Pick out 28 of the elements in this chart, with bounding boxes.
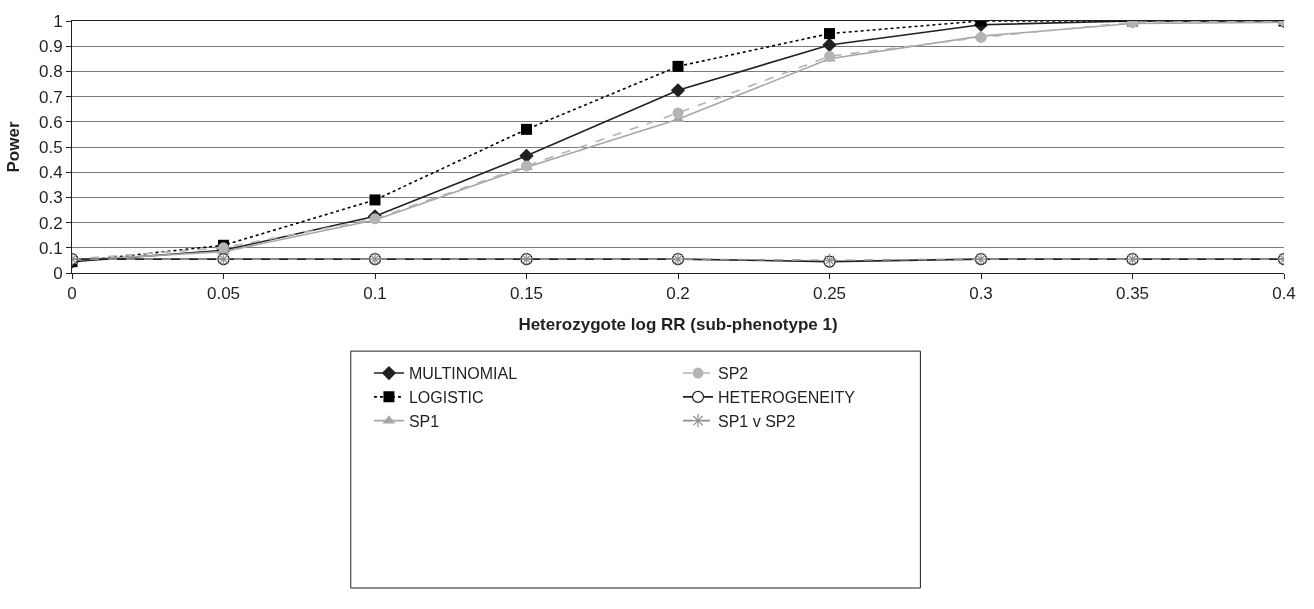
y-tick-label: 0.3	[38, 188, 63, 208]
y-tick-label: 0	[53, 263, 63, 283]
y-tick-label: 0.7	[38, 87, 63, 107]
y-tick-label: 1	[53, 11, 63, 31]
y-tick-label: 0.2	[38, 213, 63, 233]
x-tick-label: 0.25	[812, 284, 847, 304]
x-axis-title: Heterozygote log RR (sub-phenotype 1)	[518, 314, 838, 334]
x-tick-label: 0.05	[206, 284, 241, 304]
x-tick-label: 0.35	[1115, 284, 1150, 304]
legend-label: SP1 v SP2	[718, 412, 796, 430]
legend-label: HETEROGENEITY	[718, 389, 856, 407]
x-tick-label: 0.3	[969, 284, 993, 304]
x-tick-label: 0.2	[666, 284, 690, 304]
y-tick-label: 0.9	[38, 37, 63, 57]
x-tick-label: 0.1	[363, 284, 387, 304]
legend-label: SP2	[718, 365, 749, 383]
x-tick-label: 0.4	[1272, 284, 1296, 304]
legend-label: MULTINOMIAL	[408, 365, 518, 383]
legend-label: LOGISTIC	[408, 389, 484, 407]
y-tick-label: 0.4	[38, 163, 63, 183]
y-tick-label: 0.8	[38, 62, 63, 82]
y-tick-label: 0.5	[38, 137, 63, 157]
legend-label: SP1	[408, 412, 440, 430]
y-tick-label: 0.1	[38, 238, 63, 258]
x-tick-label: 0.15	[509, 284, 544, 304]
y-axis-title: Power	[3, 121, 23, 173]
y-tick-label: 0.6	[38, 112, 63, 132]
x-tick-label: 0	[67, 284, 77, 304]
